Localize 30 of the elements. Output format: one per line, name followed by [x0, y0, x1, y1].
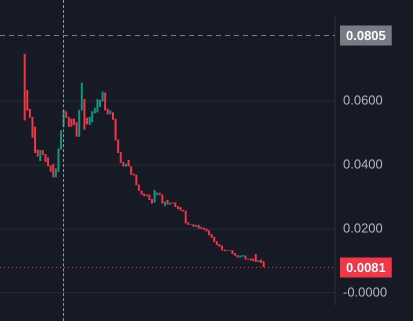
candlestick: [231, 250, 234, 254]
candlestick: [198, 224, 200, 229]
candlestick: [109, 110, 112, 114]
candlestick: [244, 256, 246, 260]
candlestick: [70, 118, 72, 127]
candlestick: [52, 164, 54, 178]
candlestick: [164, 202, 166, 206]
candlestick: [143, 194, 146, 196]
candlestick: [176, 206, 179, 209]
candlestick: [216, 241, 218, 246]
candlestick: [130, 166, 132, 175]
candlestick: [128, 160, 130, 166]
candlestick: [213, 236, 216, 242]
y-tick-label: 0.0400: [343, 156, 383, 172]
ref-line-label: 0.0805: [346, 28, 386, 44]
candlestick: [218, 244, 220, 247]
ref-line-label: 0.0081: [346, 260, 386, 276]
y-tick-label: 0.0600: [343, 92, 383, 108]
candlestick: [205, 228, 208, 232]
y-tick-label: 0.0200: [343, 220, 383, 236]
candlestick: [39, 150, 42, 161]
candlestick: [76, 122, 78, 137]
candlestick: [174, 202, 176, 208]
candlestick: [210, 234, 213, 238]
candlestick: [234, 253, 236, 256]
candlestick: [124, 164, 127, 166]
candlestick: [192, 224, 194, 227]
y-tick-label: -0.0000: [343, 284, 388, 300]
candlestick: [208, 230, 210, 236]
candlestick: [91, 111, 94, 122]
